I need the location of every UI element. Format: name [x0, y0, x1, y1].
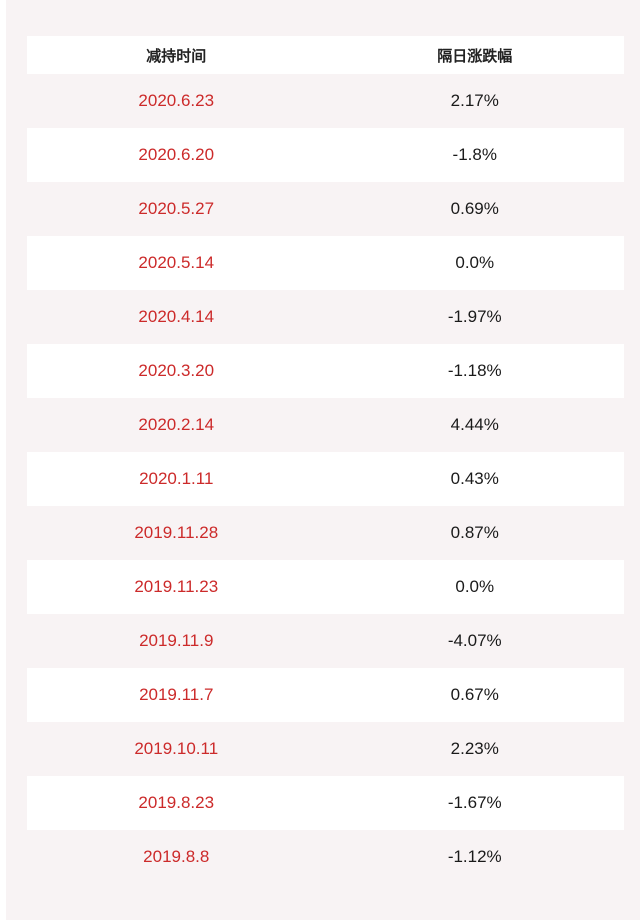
- table-row: 2020.6.20 -1.8%: [27, 128, 624, 182]
- next-day-change-cell: -1.8%: [452, 145, 497, 164]
- table-row: 2020.6.23 2.17%: [27, 74, 624, 128]
- next-day-change-cell: 4.44%: [450, 415, 499, 434]
- next-day-change-cell: 0.67%: [450, 685, 499, 704]
- reduction-date-cell: 2020.1.11: [139, 469, 214, 488]
- reduction-date-cell: 2020.3.20: [138, 361, 215, 380]
- reduction-date-cell: 2020.6.23: [138, 91, 215, 110]
- table-row: 2019.11.9 -4.07%: [27, 614, 624, 668]
- reduction-date-cell: 2019.8.8: [143, 847, 210, 866]
- table-header-row: 减持时间 隔日涨跌幅: [27, 36, 624, 74]
- next-day-change-cell: -1.67%: [447, 793, 502, 812]
- reduction-date-cell: 2019.11.9: [139, 631, 214, 650]
- reduction-date-cell: 2020.5.27: [138, 199, 215, 218]
- table-row: 2020.5.27 0.69%: [27, 182, 624, 236]
- table-body: 2020.6.23 2.17% 2020.6.20 -1.8% 2020.5.27 0.6…: [27, 74, 624, 884]
- next-day-change-cell: 0.43%: [450, 469, 499, 488]
- table-row: 2019.8.23 -1.67%: [27, 776, 624, 830]
- next-day-change-cell: 0.0%: [455, 253, 495, 272]
- table-row: 2020.4.14 -1.97%: [27, 290, 624, 344]
- next-day-change-cell: -1.12%: [447, 847, 502, 866]
- table-row: 2019.11.7 0.67%: [27, 668, 624, 722]
- reduction-date-cell: 2019.10.11: [134, 739, 219, 758]
- table-row: 2020.2.14 4.44%: [27, 398, 624, 452]
- next-day-change-cell: 2.17%: [450, 91, 499, 110]
- reduction-date-cell: 2019.11.23: [134, 577, 219, 596]
- table-row: 2020.3.20 -1.18%: [27, 344, 624, 398]
- table-row: 2019.8.8 -1.12%: [27, 830, 624, 884]
- next-day-change-cell: 2.23%: [450, 739, 499, 758]
- next-day-change-cell: 0.87%: [450, 523, 499, 542]
- table-row: 2020.1.11 0.43%: [27, 452, 624, 506]
- reduction-date-cell: 2020.2.14: [138, 415, 215, 434]
- table-row: 2019.11.28 0.87%: [27, 506, 624, 560]
- reduction-date-cell: 2019.11.28: [134, 523, 219, 542]
- reduction-date-cell: 2020.4.14: [138, 307, 215, 326]
- next-day-change-cell: -4.07%: [447, 631, 502, 650]
- reduction-date-cell: 2019.11.7: [139, 685, 214, 704]
- next-day-change-cell: -1.18%: [447, 361, 502, 380]
- reduction-date-cell: 2019.8.23: [138, 793, 215, 812]
- header-reduction-time: 减持时间: [146, 47, 207, 65]
- next-day-change-cell: -1.97%: [447, 307, 502, 326]
- next-day-change-cell: 0.69%: [450, 199, 499, 218]
- reduction-date-cell: 2020.5.14: [138, 253, 215, 272]
- reduction-table: 减持时间 隔日涨跌幅 2020.6.23 2.17% 2020.6.20 -1.8% 2…: [27, 36, 624, 884]
- next-day-change-cell: 0.0%: [455, 577, 495, 596]
- table-row: 2019.10.11 2.23%: [27, 722, 624, 776]
- table-row: 2020.5.14 0.0%: [27, 236, 624, 290]
- header-next-day-change: 隔日涨跌幅: [437, 47, 513, 65]
- table-row: 2019.11.23 0.0%: [27, 560, 624, 614]
- reduction-date-cell: 2020.6.20: [138, 145, 215, 164]
